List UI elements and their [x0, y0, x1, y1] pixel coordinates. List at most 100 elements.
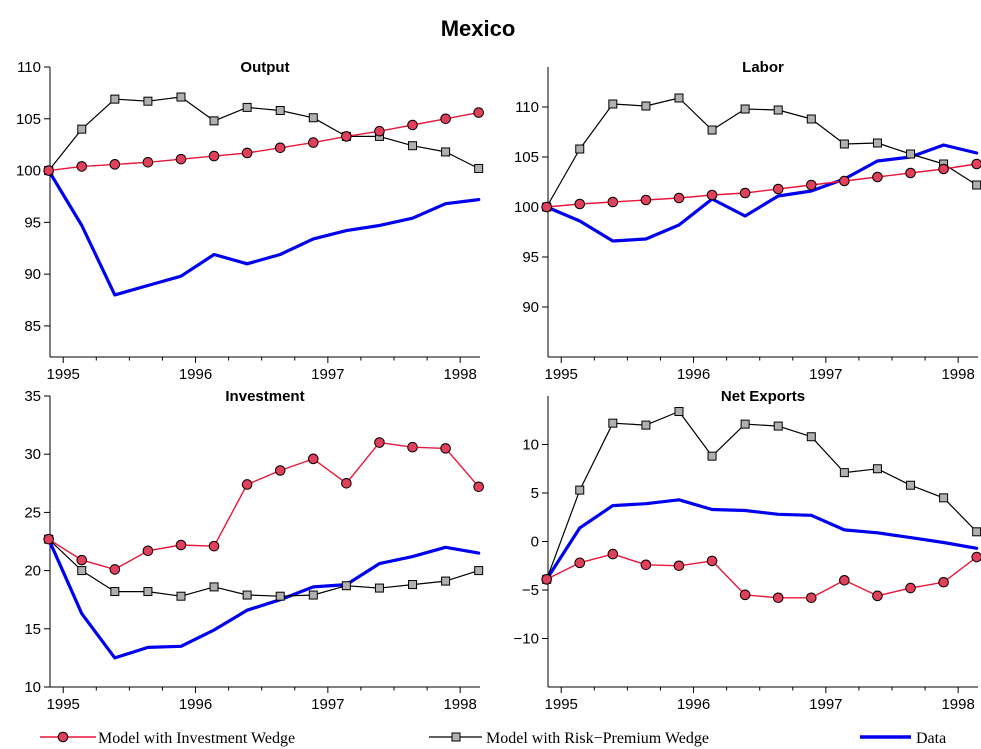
data-point-circle — [374, 125, 385, 137]
data-point-square — [674, 93, 684, 103]
x-tick-label: 1996 — [677, 366, 710, 383]
data-point-circle — [541, 574, 552, 585]
data-point-circle — [175, 539, 187, 551]
data-point-square — [242, 102, 252, 112]
x-tick-label: 1995 — [545, 696, 578, 713]
data-point-circle — [839, 575, 850, 586]
x-tick-label: 1995 — [47, 366, 80, 383]
data-point-circle — [473, 107, 484, 118]
data-point-circle — [971, 551, 981, 563]
panel-title: Output — [240, 59, 289, 76]
y-tick-label: 25 — [24, 504, 41, 521]
legend-marker-circle — [57, 731, 69, 743]
data-point-circle — [407, 441, 418, 453]
series-line-model-with-risk-premium-wedge — [48, 538, 480, 597]
series-line-model-with-risk-premium-wedge — [48, 96, 480, 172]
data-point-circle — [307, 137, 319, 148]
series-line-model-with-investment-wedge — [48, 111, 480, 172]
data-point-square — [209, 116, 219, 126]
data-point-circle — [772, 183, 784, 195]
data-point-circle — [541, 201, 552, 213]
data-point-circle — [607, 196, 619, 208]
series-data — [47, 537, 481, 660]
data-point-square — [773, 421, 783, 431]
data-point-square — [275, 106, 285, 115]
data-point-square — [408, 141, 418, 151]
legend-label-data: Data — [916, 730, 946, 747]
data-point-square — [806, 114, 816, 124]
data-point-square — [341, 581, 351, 591]
data-point-circle — [43, 165, 54, 176]
y-tick-label: 90 — [522, 299, 539, 316]
data-point-square — [176, 591, 186, 601]
y-tick-label: 110 — [17, 59, 41, 76]
data-point-circle — [407, 119, 418, 131]
x-tick-label: 1998 — [443, 366, 476, 383]
series-line-model-with-investment-wedge — [546, 163, 978, 208]
data-point-square — [806, 432, 816, 442]
data-point-square — [641, 420, 651, 430]
data-point-circle — [440, 113, 451, 125]
data-point-square — [374, 583, 384, 593]
data-point-square — [608, 418, 618, 428]
data-point-circle — [673, 560, 685, 572]
y-tick-label: 100 — [16, 163, 41, 180]
data-point-square — [143, 587, 153, 597]
x-tick-label: 1998 — [443, 696, 476, 713]
data-point-circle — [574, 557, 586, 569]
data-point-circle — [241, 147, 253, 159]
series-data — [47, 169, 481, 297]
y-tick-label: 90 — [24, 266, 41, 283]
series-line-data — [47, 537, 481, 660]
y-tick-label: 10 — [24, 679, 41, 696]
x-tick-label: 1998 — [941, 696, 974, 713]
data-point-circle — [341, 478, 352, 489]
data-point-square — [474, 566, 484, 576]
data-point-circle — [142, 545, 154, 557]
data-point-circle — [839, 175, 850, 187]
data-point-circle — [805, 592, 817, 604]
panel-investment: Investment 10 15 20 25 30 35 1995 1996 1997 1998 — [24, 388, 484, 713]
series-model-with-investment-wedge — [541, 158, 981, 213]
data-point-square — [608, 99, 618, 109]
panel-net-exports: Net Exports −10 −5 0 5 10 1995 1996 1997 1998 — [514, 388, 981, 713]
y-tick-label: 15 — [24, 621, 41, 638]
y-tick-label: 20 — [24, 563, 41, 580]
data-point-square — [110, 587, 120, 597]
data-point-circle — [374, 437, 385, 448]
series-model-with-risk-premium-wedge — [542, 93, 981, 212]
x-tick-label: 1997 — [311, 366, 344, 383]
data-point-circle — [473, 481, 484, 493]
y-tick-label: 30 — [24, 446, 41, 463]
panel-labor: Labor 90 95 100 105 110 1995 1996 1997 1998 — [514, 59, 981, 383]
data-point-square — [308, 590, 318, 600]
data-point-square — [275, 591, 285, 601]
data-point-circle — [109, 159, 121, 170]
data-point-circle — [208, 150, 220, 162]
data-point-square — [408, 580, 418, 590]
data-point-square — [441, 147, 451, 157]
x-tick-label: 1997 — [809, 696, 842, 713]
x-tick-label: 1996 — [179, 696, 212, 713]
y-tick-label: 35 — [24, 388, 41, 405]
data-point-square — [707, 125, 717, 135]
data-point-square — [242, 590, 252, 600]
data-point-square — [674, 407, 684, 417]
panel-output: Output 85 90 95 100 105 110 1995 1996 1997 1998 — [16, 59, 484, 383]
series-line-data — [545, 143, 979, 243]
data-point-square — [441, 576, 451, 586]
data-point-square — [575, 144, 585, 154]
data-point-circle — [706, 189, 718, 201]
data-point-square — [77, 124, 87, 134]
data-point-circle — [307, 453, 319, 465]
x-tick-label: 1996 — [677, 696, 710, 713]
data-point-circle — [872, 590, 883, 602]
data-point-circle — [440, 443, 451, 454]
legend-marker-square — [451, 732, 461, 742]
data-point-circle — [739, 187, 751, 199]
data-point-circle — [208, 540, 220, 552]
series-model-with-investment-wedge — [43, 437, 484, 575]
data-point-circle — [274, 465, 286, 476]
y-tick-label: 110 — [515, 99, 539, 116]
